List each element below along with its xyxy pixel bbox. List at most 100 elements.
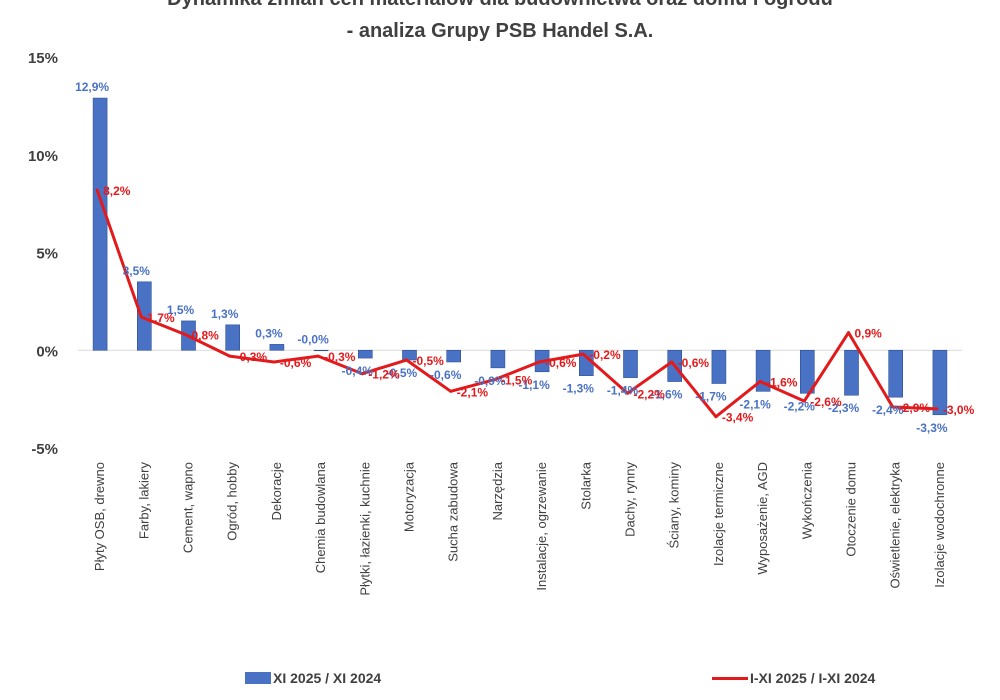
bar-data-label: -1,4%	[607, 384, 639, 398]
x-tick-label: Cement, wapno	[181, 462, 196, 553]
y-tick-label: 0%	[36, 343, 58, 360]
line-data-label: -2,9%	[899, 401, 931, 415]
line-point	[802, 399, 806, 403]
x-tick-label: Ogród, hobby	[225, 462, 240, 541]
bar-data-label: 1,3%	[211, 307, 239, 321]
line-point	[537, 360, 541, 364]
bar	[799, 349, 815, 394]
line-series	[95, 189, 937, 419]
line-point	[714, 415, 718, 419]
line-point	[670, 360, 674, 364]
line-layer	[95, 188, 939, 419]
bar	[92, 97, 108, 351]
bar-data-label: -2,2%	[784, 399, 816, 413]
x-tick-label: Chemia budowlana	[313, 461, 328, 573]
x-tick-label: Wyposażenie, AGD	[755, 462, 770, 575]
bar	[888, 349, 904, 398]
line-data-label: -1,5%	[501, 374, 533, 388]
bar	[932, 349, 948, 416]
line-data-label: -2,6%	[810, 395, 842, 409]
bar	[313, 349, 329, 352]
line-data-label: -0,5%	[413, 354, 445, 368]
x-tick-label: Dachy, rynny	[623, 462, 638, 537]
line-point	[405, 358, 408, 362]
chart-subtitle: - analiza Grupy PSB Handel S.A.	[346, 20, 654, 42]
line-point	[493, 378, 497, 382]
bar-data-label: -2,1%	[739, 397, 771, 411]
label-layer: 12,9%3,5%1,5% 1,3%0,3% -0,0%-0,4% -0,5% -0,6…	[75, 80, 974, 435]
line-data-label: -0,6%	[545, 356, 577, 370]
x-tick-label: Narzędzia	[490, 461, 505, 520]
y-tick-label: 5%	[36, 246, 58, 263]
line-data-label: -0,3%	[236, 350, 268, 364]
line-point	[758, 380, 762, 384]
bar	[446, 349, 462, 363]
line-data-label: -0,3%	[324, 350, 356, 364]
line-data-label: 0,9%	[855, 327, 883, 341]
bar	[844, 349, 859, 396]
line-point	[847, 331, 850, 335]
x-tick-label: Izolacje termiczne	[711, 462, 726, 566]
bar	[357, 349, 373, 359]
bar-data-label: -2,3%	[828, 401, 860, 415]
line-data-label: -2,1%	[457, 385, 489, 399]
legend-label-line: I-XI 2025 / I-XI 2024	[750, 670, 876, 686]
bar-data-label: 0,3%	[255, 326, 283, 340]
line-data-label: -0,6%	[280, 356, 312, 370]
x-tick-label: Dekoracje	[269, 462, 284, 521]
legend-item-line: I-XI 2025 / I-XI 2024	[712, 668, 875, 688]
x-tick-label: Sucha zabudowa	[446, 461, 461, 562]
x-tick-label: Instalacje, ogrzewanie	[534, 462, 549, 591]
bar-data-label: -0,5%	[386, 366, 418, 380]
line-point	[449, 389, 453, 393]
x-tick-label: Otoczenie domu	[844, 462, 859, 557]
y-tick-label: -5%	[31, 441, 58, 458]
line-point	[891, 405, 895, 409]
x-tick-label: Wykończenia	[799, 461, 814, 539]
x-tick-label: Ściany, kominy	[667, 462, 682, 549]
bar-data-label: -1,1%	[518, 378, 550, 392]
x-tick-label: Motoryzacja	[402, 461, 417, 532]
bar-data-label: -1,3%	[563, 382, 595, 396]
bar	[623, 349, 638, 378]
legend-item-bar: XI 2025 / XI 2024	[245, 668, 381, 688]
line-point	[184, 333, 187, 337]
line-point	[272, 360, 276, 364]
x-tick-label: Płyty OSB, drewno	[92, 462, 107, 571]
axis-layer: -5% 0% 5% 10% 15% Płyty OSB, drewno Farby, lak…	[28, 50, 962, 596]
bar	[137, 281, 152, 351]
bar	[711, 349, 727, 384]
bar-data-label: -2,4%	[872, 403, 904, 417]
x-tick-label: Płytki, łazienki, kuchnie	[357, 462, 372, 596]
legend-swatch-line	[712, 676, 748, 680]
line-data-label: 0,8%	[192, 329, 220, 343]
line-data-label: -2,2%	[634, 387, 666, 401]
bar-data-label: -1,7%	[695, 389, 727, 403]
line-point	[360, 372, 364, 376]
line-data-label: -0,6%	[678, 356, 710, 370]
line-data-label: -0,2%	[589, 348, 621, 362]
line-data-label: -3,0%	[943, 403, 975, 417]
line-point	[228, 354, 232, 358]
line-data-label: -1,6%	[766, 376, 798, 390]
x-tick-label: Izolacje wodochronne	[932, 462, 947, 588]
line-data-label: -1,2%	[368, 368, 400, 382]
bar-data-label: -0,0%	[297, 332, 329, 346]
bar	[402, 349, 417, 361]
x-tick-label: Stolarka	[578, 461, 593, 509]
bar-data-label: 3,5%	[123, 264, 151, 278]
line-point	[935, 407, 939, 411]
line-data-label: -3,4%	[722, 411, 754, 425]
line-data-label: 1,7%	[147, 311, 175, 325]
legend-label-bar: XI 2025 / XI 2024	[273, 670, 382, 686]
line-point	[581, 352, 585, 356]
bar-data-label: 1,5%	[167, 303, 195, 317]
bar-data-label: -0,6%	[430, 368, 462, 382]
bar	[269, 344, 285, 351]
bar	[490, 349, 506, 369]
bar-data-label: -0,4%	[342, 364, 374, 378]
legend-swatch-bar	[245, 672, 271, 684]
bar-layer	[92, 97, 948, 416]
